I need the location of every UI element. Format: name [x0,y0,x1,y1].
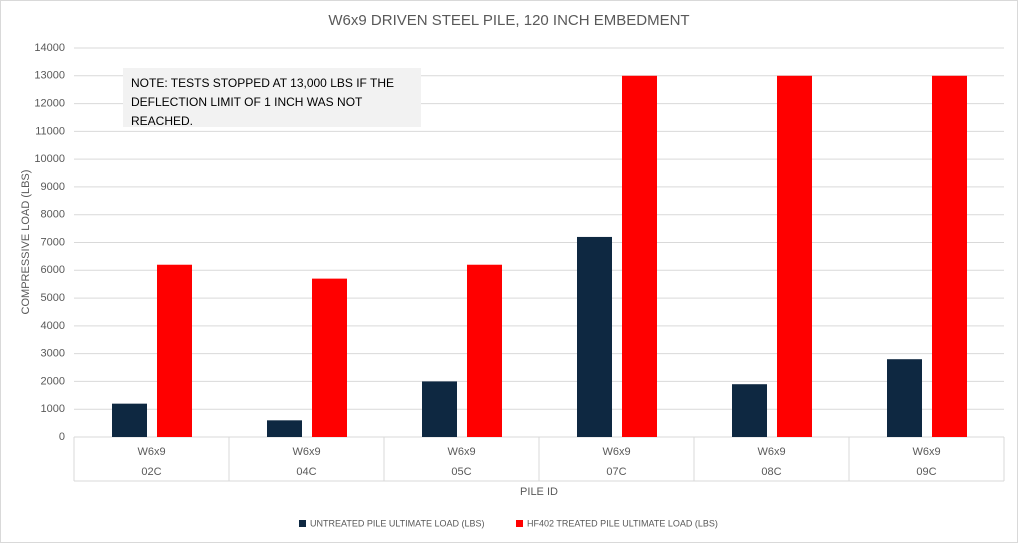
bar [157,264,192,437]
bar [312,278,347,437]
y-tick-label: 7000 [41,236,65,248]
x-tick-label: 02C [141,466,161,478]
bar [777,75,812,438]
bar [267,420,302,437]
x-tick-label: 04C [296,466,316,478]
y-tick-label: 6000 [41,264,65,276]
x-tick-label: W6x9 [602,446,630,458]
x-axis-label: PILE ID [520,486,558,498]
legend-label: UNTREATED PILE ULTIMATE LOAD (LBS) [310,518,485,528]
y-axis-label: COMPRESSIVE LOAD (LBS) [20,170,32,315]
y-tick-label: 9000 [41,181,65,193]
x-tick-label: 09C [916,466,936,478]
bar [112,403,147,437]
x-tick-label: W6x9 [447,446,475,458]
x-tick-label: W6x9 [912,446,940,458]
y-tick-label: 10000 [34,153,65,165]
chart-title: W6x9 DRIVEN STEEL PILE, 120 INCH EMBEDME… [328,12,689,29]
x-tick-label: 05C [451,466,471,478]
legend-swatch [299,520,306,527]
x-tick-label: W6x9 [137,446,165,458]
x-tick-label: 08C [761,466,781,478]
y-tick-label: 1000 [41,403,65,415]
y-tick-label: 14000 [34,42,65,54]
bar [467,264,502,437]
x-tick-label: 07C [606,466,626,478]
legend-label: HF402 TREATED PILE ULTIMATE LOAD (LBS) [527,518,718,528]
bar [577,236,612,437]
annotation: NOTE: TESTS STOPPED AT 13,000 LBS IF THE… [123,68,421,128]
y-tick-label: 0 [59,431,65,443]
bar [422,381,457,437]
y-tick-label: 2000 [41,375,65,387]
y-tick-label: 3000 [41,348,65,360]
x-tick-label: W6x9 [292,446,320,458]
y-tick-label: 11000 [35,125,65,137]
y-tick-label: 12000 [34,97,65,109]
y-tick-label: 4000 [41,320,65,332]
y-tick-label: 8000 [41,209,65,221]
bar [622,75,657,438]
bar [932,75,967,438]
x-tick-label: W6x9 [757,446,785,458]
y-tick-label: 13000 [34,70,65,82]
legend-swatch [516,520,523,527]
bar [732,384,767,437]
y-tick-label: 5000 [41,292,65,304]
bar [887,359,922,437]
